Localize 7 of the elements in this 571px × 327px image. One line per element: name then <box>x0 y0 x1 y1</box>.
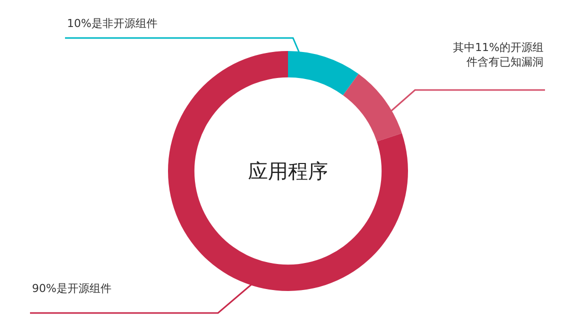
text: 10%是非开源组件 <box>67 17 158 30</box>
text: 应用程序 <box>248 159 328 183</box>
donut-slice <box>343 74 402 142</box>
text: 其中11%的开源组件含有已知漏洞 <box>453 41 544 68</box>
donut-slice <box>168 51 408 291</box>
donut-slice <box>288 51 359 96</box>
text: 90%是开源组件 <box>32 282 112 295</box>
